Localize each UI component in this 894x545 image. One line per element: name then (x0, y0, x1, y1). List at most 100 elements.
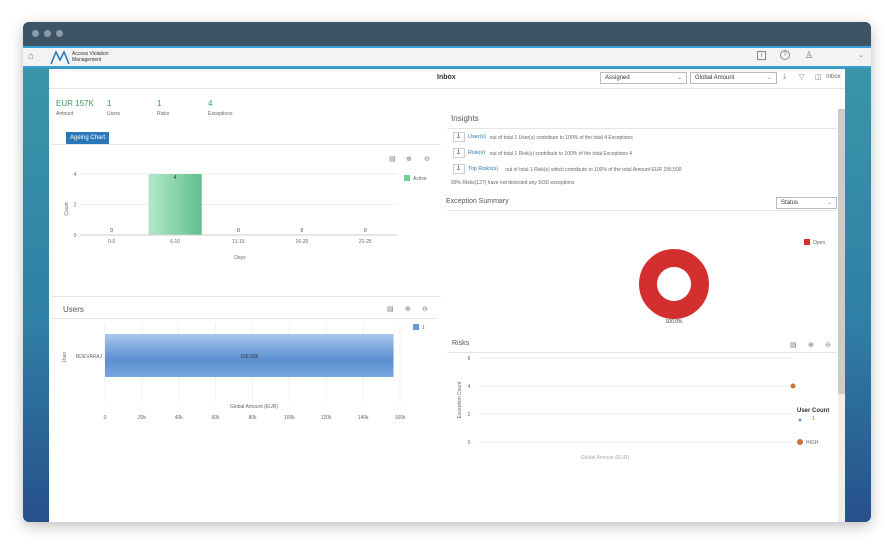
kpi-label: Exceptions (208, 111, 233, 117)
insights-title: Insights (451, 114, 479, 123)
home-icon[interactable]: ⌂ (28, 51, 35, 62)
insight-count-input[interactable]: 1 (453, 164, 465, 174)
table-view-icon[interactable]: ▤ (387, 306, 394, 313)
user-settings-icon[interactable]: ♙ (805, 50, 814, 60)
zoom-out-icon[interactable]: ⊖ (422, 306, 428, 313)
legend-label: 1 (422, 325, 425, 331)
bar-data-label: 0 (364, 228, 367, 234)
table-view-icon[interactable]: ▤ (790, 342, 797, 349)
insight-text: out of total 1 Risk(s) which contribute … (505, 167, 682, 173)
insights-note: 99% Risks(127) have not detected any SOD… (451, 180, 575, 186)
bar-data-label: 4 (174, 175, 177, 181)
kpi-label: Amount (56, 111, 74, 117)
y-tick-label: 4 (74, 172, 77, 178)
window-dot[interactable] (44, 30, 51, 37)
x-axis-title: Global Amount (EUR) (230, 404, 278, 410)
kpi-value: 1 (157, 99, 162, 108)
bar-data-label: 156.50k (240, 354, 258, 360)
x-tick-label: 80k (248, 415, 257, 419)
bar-data-label: 0 (237, 228, 240, 234)
zoom-out-icon[interactable]: ⊖ (424, 156, 430, 163)
legend-title: User Count (797, 408, 829, 414)
bar-data-label: 0 (301, 228, 304, 234)
scrollbar[interactable] (838, 109, 845, 522)
exception-summary-chart: 100.0% Open (639, 239, 825, 325)
x-tick-label: 21-25 (359, 239, 372, 245)
insight-link[interactable]: User(s) (468, 134, 487, 140)
app-logo-icon (50, 50, 70, 65)
risks-title: Risks (452, 340, 470, 347)
y-tick-label: 0 (74, 233, 77, 239)
x-axis-title: Days (234, 255, 246, 261)
legend-size-label: 1 (812, 416, 815, 422)
y-tick-label: 6 (468, 356, 471, 362)
kpi-label: Users (107, 111, 121, 117)
kpi-value: 4 (208, 99, 213, 108)
y-tick-label: 2 (468, 412, 471, 418)
app-header: ⌂ Access Violation Management i ? ♙ ⌄ (23, 46, 871, 68)
insight-link[interactable]: Top Risks(s) (468, 166, 499, 172)
table-view-icon[interactable]: ▤ (389, 156, 396, 163)
chevron-down-icon[interactable]: ⌄ (858, 52, 864, 59)
chevron-down-icon: ⌄ (826, 200, 832, 206)
amount-select-value: Global Amount (695, 75, 735, 81)
x-tick-label: 20k (138, 415, 147, 419)
window-dot[interactable] (32, 30, 39, 37)
tab-ageing-chart[interactable]: Ageing Chart (66, 132, 110, 144)
insight-link[interactable]: Risk(s) (468, 150, 486, 156)
info-icon[interactable]: i (757, 51, 766, 60)
assigned-select-value: Assigned (605, 75, 630, 81)
bar (148, 174, 202, 235)
ageing-chart: 0 2 4 0 0-5 4 6-10 0 11-15 0 16-20 0 21-25 Active Days… (64, 172, 427, 261)
legend-swatch (804, 239, 810, 245)
y-tick-label: 4 (468, 384, 471, 390)
insight-count-input[interactable]: 1 (453, 132, 465, 142)
exception-summary-title: Exception Summary (446, 198, 509, 205)
users-chart: 0 20k 40k 60k 80k 100k 120k 140k 160k 156.50k RDEV… (62, 323, 425, 419)
kpi-value: 1 (107, 99, 112, 108)
x-tick-label: 140k (358, 415, 369, 419)
page-title: Inbox (437, 74, 456, 81)
legend-label: Active (413, 176, 427, 182)
x-tick-label: 120k (321, 415, 332, 419)
kpi-label: Risks (157, 111, 170, 117)
title-bar (23, 22, 871, 46)
zoom-in-icon[interactable]: ⊕ (405, 306, 411, 313)
insight-count-input[interactable]: 1 (453, 148, 465, 158)
scrollbar-thumb[interactable] (838, 109, 845, 394)
legend-label: HIGH (806, 440, 819, 446)
x-tick-label: 40k (175, 415, 184, 419)
chevron-down-icon: ⌄ (676, 75, 682, 81)
risks-chart: 0 2 4 6 Global Amount (EUR) Exception Count Us… (457, 356, 829, 461)
amount-select[interactable]: Global Amount ⌄ (690, 72, 777, 84)
legend-label: Open (813, 240, 825, 246)
app-title: Access Violation Management (72, 51, 109, 63)
inbox-link[interactable]: Inbox (826, 74, 841, 80)
bar-data-label: 0 (110, 228, 113, 234)
kpi-value: EUR 157K (56, 99, 94, 108)
help-icon[interactable]: ? (780, 50, 790, 60)
filter-icon[interactable]: ▽ (799, 74, 805, 81)
x-tick-label: 0 (104, 415, 107, 419)
zoom-in-icon[interactable]: ⊕ (808, 342, 814, 349)
y-tick-label: 2 (74, 203, 77, 209)
app-window: ⌂ Access Violation Management i ? ♙ ⌄ In… (23, 22, 871, 522)
y-tick-label: 0 (468, 440, 471, 446)
panel-icon[interactable]: ◫ (815, 74, 822, 81)
download-icon[interactable]: ⤓ (783, 73, 787, 80)
y-axis-title: Exception Count (457, 381, 463, 418)
x-tick-label: 100k (284, 415, 295, 419)
legend-swatch (413, 324, 419, 330)
window-dot[interactable] (56, 30, 63, 37)
x-tick-label: 16-20 (296, 239, 309, 245)
legend-size-marker (798, 418, 802, 422)
main-panel: Inbox Assigned ⌄ Global Amount ⌄ ⤓ ▽ ◫ Inb… (49, 69, 845, 522)
status-select[interactable]: Status ⌄ (776, 197, 837, 209)
x-tick-label: 11-15 (232, 239, 245, 245)
bar (105, 334, 394, 377)
insight-text: out of total 1 Risk(s) contribute to 100… (489, 151, 632, 157)
zoom-in-icon[interactable]: ⊕ (406, 156, 412, 163)
assigned-select[interactable]: Assigned ⌄ (600, 72, 687, 84)
data-point (790, 383, 796, 389)
zoom-out-icon[interactable]: ⊖ (825, 342, 831, 349)
